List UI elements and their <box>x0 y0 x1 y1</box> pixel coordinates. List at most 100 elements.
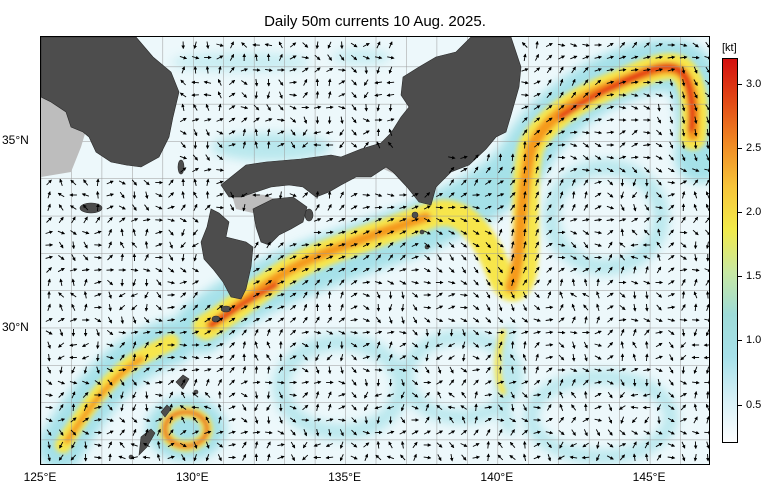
current-vector-arrow <box>632 192 638 199</box>
current-vector-arrow <box>559 191 564 199</box>
current-vector-arrow <box>693 303 698 312</box>
current-vector-arrow <box>216 168 224 172</box>
current-vector-arrow <box>144 191 149 199</box>
current-vector-arrow <box>619 292 626 298</box>
current-vector-arrow <box>594 130 603 135</box>
current-vector-arrow <box>313 130 321 135</box>
current-vector-arrow <box>521 93 529 97</box>
current-vector-arrow <box>228 305 236 310</box>
current-vector-arrow <box>169 241 173 249</box>
current-vector-arrow <box>277 143 285 147</box>
current-vector-arrow <box>350 280 358 285</box>
current-vector-arrow <box>106 205 114 210</box>
current-vector-arrow <box>351 142 358 148</box>
current-vector-arrow <box>473 266 479 274</box>
current-vector-arrow <box>498 365 503 374</box>
current-vector-arrow <box>619 167 626 173</box>
current-vector-arrow <box>362 280 371 285</box>
current-vector-arrow <box>302 91 308 98</box>
current-vector-arrow <box>387 193 395 197</box>
current-vector-arrow <box>681 66 686 74</box>
longitude-tick-label: 135°E <box>328 470 361 484</box>
current-vector-arrow <box>387 218 395 222</box>
current-vector-arrow <box>327 41 332 49</box>
current-vector-arrow <box>362 130 370 135</box>
current-vector-arrow <box>204 304 211 311</box>
current-vector-arrow <box>436 305 444 310</box>
current-vector-arrow <box>47 191 51 199</box>
current-vector-arrow <box>203 80 212 85</box>
current-vector-arrow <box>618 155 627 160</box>
current-vector-arrow <box>253 267 260 273</box>
current-vector-arrow <box>449 179 454 186</box>
current-vector-arrow <box>205 41 210 49</box>
current-vector-arrow <box>571 78 576 86</box>
current-vector-arrow <box>387 205 395 210</box>
current-vector-arrow <box>497 205 505 210</box>
current-vector-arrow <box>571 203 576 211</box>
current-vector-arrow <box>606 368 615 372</box>
current-vector-arrow <box>326 268 334 272</box>
current-vector-arrow <box>655 205 663 210</box>
current-vector-arrow <box>350 255 358 260</box>
current-vector-arrow <box>179 55 188 60</box>
current-vector-arrow <box>191 55 200 60</box>
current-vector-arrow <box>241 42 248 48</box>
current-vector-arrow <box>118 205 126 210</box>
current-vector-arrow <box>71 216 76 224</box>
current-vector-arrow <box>362 218 370 222</box>
current-vector-arrow <box>241 92 248 98</box>
current-vector-arrow <box>143 317 150 324</box>
current-vector-arrow <box>546 216 553 223</box>
current-vector-arrow <box>374 80 382 85</box>
current-vector-arrow <box>303 303 308 311</box>
current-vector-arrow <box>618 105 627 110</box>
current-vector-arrow <box>279 91 283 99</box>
current-vector-arrow <box>120 253 125 262</box>
current-vector-arrow <box>594 243 602 247</box>
current-vector-arrow <box>694 278 698 286</box>
current-vector-arrow <box>643 255 651 260</box>
current-vector-arrow <box>131 242 138 248</box>
current-vector-arrow <box>181 103 185 112</box>
current-vector-arrow <box>681 290 686 299</box>
map-title: Daily 50m currents 10 Aug. 2025. <box>264 13 486 30</box>
current-vector-arrow <box>619 130 626 135</box>
current-vector-arrow <box>461 266 466 274</box>
current-vector-arrow <box>193 253 198 262</box>
current-vector-arrow <box>264 193 273 197</box>
current-vector-arrow <box>571 178 576 186</box>
current-vector-arrow <box>460 167 468 173</box>
current-vector-arrow <box>594 118 602 122</box>
current-vector-arrow <box>290 141 296 149</box>
current-vector-arrow <box>535 228 539 236</box>
current-vector-arrow <box>155 193 163 197</box>
current-vector-arrow <box>546 229 553 236</box>
current-vector-arrow <box>692 55 700 60</box>
current-vector-arrow <box>436 193 444 197</box>
current-vector-arrow <box>216 317 224 323</box>
current-vector-arrow <box>424 242 431 248</box>
current-vector-arrow <box>704 55 709 60</box>
current-vector-arrow <box>362 118 370 122</box>
current-vector-arrow <box>620 191 624 199</box>
current-vector-arrow <box>266 416 271 425</box>
current-vector-arrow <box>362 243 370 247</box>
current-vector-arrow <box>423 218 431 222</box>
current-vector-arrow <box>484 217 492 223</box>
current-vector-arrow <box>631 93 639 97</box>
colorbar-tick <box>738 147 742 149</box>
current-vector-arrow <box>70 292 77 298</box>
current-vector-arrow <box>230 41 234 49</box>
current-vector-arrow <box>374 193 383 197</box>
current-vector-arrow <box>523 203 527 212</box>
current-vector-arrow <box>277 305 285 310</box>
current-vector-arrow <box>460 218 468 222</box>
current-vector-arrow <box>510 166 515 174</box>
current-vector-arrow <box>692 42 699 48</box>
current-vector-arrow <box>485 242 491 249</box>
current-vector-arrow <box>679 230 688 235</box>
current-vector-arrow <box>498 279 503 286</box>
current-vector-arrow <box>411 205 419 210</box>
current-vector-arrow <box>522 304 527 312</box>
